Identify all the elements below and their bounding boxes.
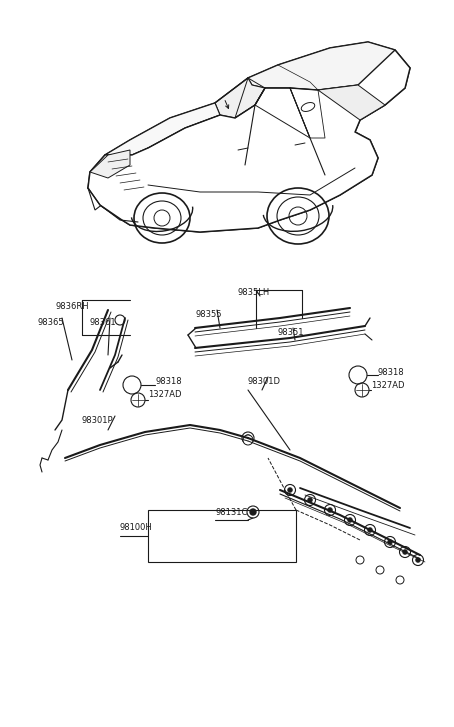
Bar <box>148 510 296 562</box>
Polygon shape <box>215 78 265 118</box>
Circle shape <box>415 558 420 563</box>
Text: 98361: 98361 <box>90 318 117 327</box>
Circle shape <box>365 524 375 536</box>
Circle shape <box>242 432 254 444</box>
Text: 98365: 98365 <box>37 318 64 327</box>
Text: 98131C: 98131C <box>216 508 248 517</box>
Text: 98100H: 98100H <box>120 523 153 532</box>
Text: 98301D: 98301D <box>248 377 281 386</box>
Text: 98301P: 98301P <box>82 416 114 425</box>
Polygon shape <box>88 42 410 232</box>
Circle shape <box>245 435 251 441</box>
Text: 9835LH: 9835LH <box>238 288 270 297</box>
Circle shape <box>247 506 259 518</box>
Text: 98355: 98355 <box>195 310 222 319</box>
Text: 98318: 98318 <box>378 368 405 377</box>
Text: 1327AD: 1327AD <box>371 381 405 390</box>
Polygon shape <box>248 42 395 90</box>
Polygon shape <box>105 103 220 155</box>
Circle shape <box>413 555 424 566</box>
Polygon shape <box>90 150 130 178</box>
Text: 9836RH: 9836RH <box>55 302 89 311</box>
Text: 1327AD: 1327AD <box>148 390 182 399</box>
Circle shape <box>396 576 404 584</box>
Circle shape <box>250 509 256 515</box>
Circle shape <box>347 518 352 523</box>
Circle shape <box>400 547 410 558</box>
Circle shape <box>345 515 355 526</box>
Circle shape <box>388 539 393 545</box>
Circle shape <box>243 435 253 445</box>
Circle shape <box>327 507 332 513</box>
Circle shape <box>325 505 336 515</box>
Circle shape <box>287 488 292 492</box>
Circle shape <box>285 484 296 496</box>
Circle shape <box>356 556 364 564</box>
Text: 98351: 98351 <box>278 328 305 337</box>
Text: 98318: 98318 <box>155 377 182 386</box>
Circle shape <box>385 537 395 547</box>
Circle shape <box>403 550 408 555</box>
Circle shape <box>376 566 384 574</box>
Polygon shape <box>88 50 410 232</box>
Circle shape <box>305 494 316 505</box>
Polygon shape <box>318 85 385 120</box>
Polygon shape <box>88 148 148 210</box>
Circle shape <box>367 528 372 532</box>
Circle shape <box>307 497 312 502</box>
